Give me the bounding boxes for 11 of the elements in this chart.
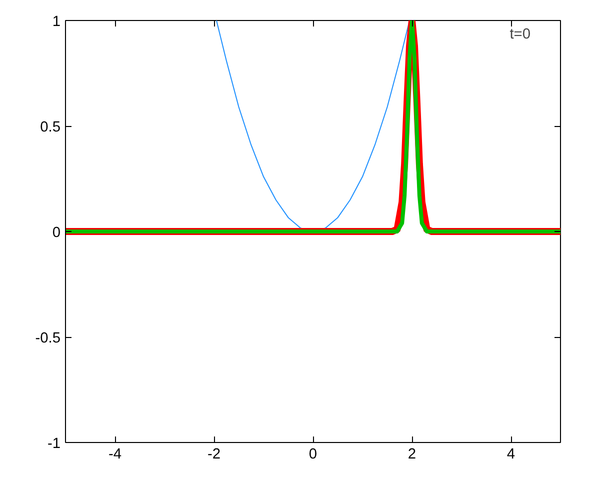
x-tick-label: -4	[108, 446, 122, 462]
annotation: t=0	[510, 26, 531, 42]
y-tick-label: 0	[52, 225, 61, 241]
x-tick-label: 0	[308, 446, 318, 462]
x-tick-label: 2	[408, 446, 416, 462]
y-tick-label: 0.5	[40, 120, 60, 136]
x-tick-label: 4	[506, 446, 516, 462]
y-tick-label: -1	[47, 436, 61, 452]
x-tick-label: -2	[207, 446, 221, 462]
y-tick-label: 1	[52, 14, 61, 30]
y-tick-label: -0.5	[35, 330, 61, 346]
